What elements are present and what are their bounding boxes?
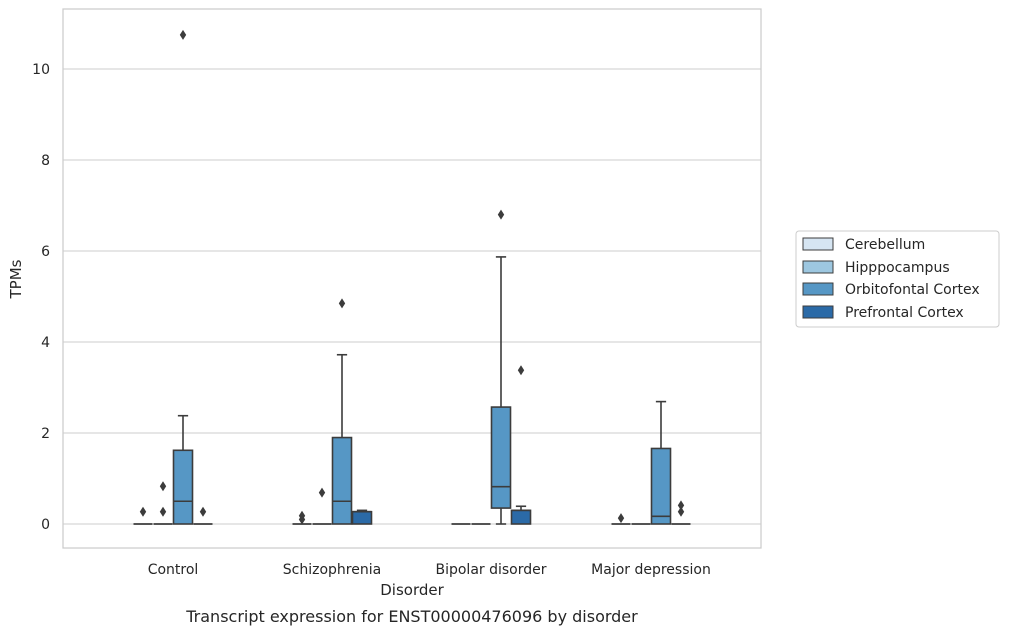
- y-tick-label: 8: [41, 153, 50, 169]
- legend: Cerebellum Hipppocampus Orbitofontal Cor…: [795, 230, 1000, 328]
- outlier-point: [517, 365, 525, 376]
- legend-swatch-hippocampus: [802, 260, 834, 274]
- outlier-point: [139, 506, 147, 517]
- box-cerebellum: [292, 510, 312, 525]
- box-orbitofrontal: [172, 29, 194, 525]
- outlier-point: [298, 510, 306, 521]
- y-tick-labels: 0 2 4 6 8 10: [32, 62, 50, 533]
- plot-frame: [62, 8, 762, 549]
- box-prefrontal: [671, 500, 691, 525]
- x-axis-label: Disorder: [380, 581, 444, 599]
- box-body: [510, 509, 532, 525]
- box-body: [490, 406, 512, 509]
- outlier-point: [318, 487, 326, 498]
- box-body: [331, 436, 353, 525]
- outlier-point: [159, 506, 167, 517]
- legend-swatch-prefrontal: [802, 305, 834, 319]
- legend-label-orbitofrontal: Orbitofontal Cortex: [845, 282, 980, 298]
- outlier-point: [159, 481, 167, 492]
- figure-caption: Transcript expression for ENST0000047609…: [185, 607, 638, 626]
- box-body: [650, 447, 672, 525]
- y-axis-label: TPMs: [7, 259, 25, 299]
- legend-swatch-orbitofrontal: [802, 282, 834, 296]
- x-tick-label: Schizophrenia: [283, 562, 381, 578]
- legend-label-prefrontal: Prefrontal Cortex: [845, 305, 964, 321]
- outlier-point: [677, 506, 685, 517]
- y-tick-label: 2: [41, 426, 50, 442]
- box-orbitofrontal: [650, 400, 672, 525]
- box-prefrontal: [510, 365, 532, 525]
- outlier-point: [677, 500, 685, 511]
- box-body: [351, 510, 373, 525]
- box-prefrontal: [193, 506, 213, 525]
- box-body: [172, 449, 194, 525]
- box-cerebellum: [611, 513, 631, 525]
- y-tick-label: 10: [32, 62, 50, 78]
- y-tick-label: 4: [41, 335, 50, 351]
- box-prefrontal: [351, 509, 373, 525]
- box-hippocampus: [153, 481, 173, 525]
- box-cerebellum: [133, 506, 153, 525]
- x-tick-label: Major depression: [591, 562, 711, 578]
- outlier-point: [199, 506, 207, 517]
- outlier-point: [338, 298, 346, 309]
- x-tick-labels: Control Schizophrenia Bipolar disorder Majo…: [148, 562, 711, 578]
- y-tick-label: 0: [41, 517, 50, 533]
- legend-frame: [795, 230, 1000, 328]
- box-orbitofrontal: [490, 209, 512, 525]
- box-marks: [133, 29, 691, 525]
- x-tick-label: Bipolar disorder: [435, 562, 546, 578]
- y-tick-label: 6: [41, 244, 50, 260]
- legend-swatch-cerebellum: [802, 237, 834, 251]
- legend-label-hippocampus: Hipppocampus: [845, 260, 950, 276]
- box-hippocampus: [312, 487, 332, 525]
- outlier-point: [179, 29, 187, 40]
- outlier-point: [497, 209, 505, 220]
- legend-label-cerebellum: Cerebellum: [845, 237, 925, 253]
- outlier-point: [617, 513, 625, 524]
- box-orbitofrontal: [331, 298, 353, 525]
- x-tick-label: Control: [148, 562, 199, 578]
